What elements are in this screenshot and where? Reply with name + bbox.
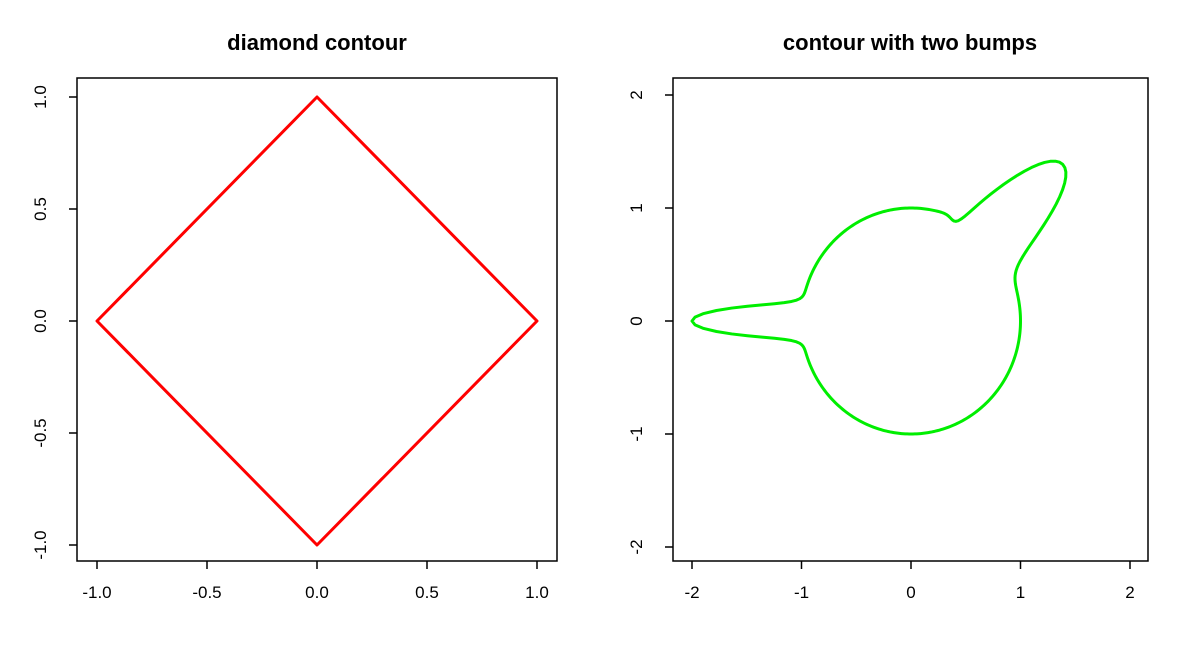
x-tick-label: -0.5	[192, 583, 221, 602]
y-tick-label: -1	[627, 426, 646, 441]
x-tick-label: -2	[684, 583, 699, 602]
x-tick-label: 0.0	[305, 583, 329, 602]
two-bumps-contour-line	[690, 159, 1068, 436]
plot-title: contour with two bumps	[783, 30, 1037, 55]
contour-line	[690, 159, 1068, 436]
x-tick-label: 0.5	[415, 583, 439, 602]
panel-diamond-contour: diamond contour -1.0 -0.5 0.0 0.5 1.0 -1.0 -0.…	[31, 30, 558, 602]
y-tick-label: 0.0	[31, 309, 50, 333]
x-tick-label: 2	[1125, 583, 1134, 602]
x-tick-label: 1.0	[525, 583, 549, 602]
x-tick-label: 1	[1016, 583, 1025, 602]
x-tick-label: -1.0	[82, 583, 111, 602]
y-tick-label: 2	[627, 90, 646, 99]
y-tick-label: -1.0	[31, 530, 50, 559]
y-tick-label: 0	[627, 316, 646, 325]
y-tick-label: 1	[627, 203, 646, 212]
x-tick-label: 0	[906, 583, 915, 602]
contour-line	[95, 95, 539, 547]
y-tick-label: 1.0	[31, 85, 50, 109]
panel-two-bumps: contour with two bumps -2 -1 0 1 2 -2 -1 0 1 2	[627, 30, 1149, 602]
axes: -1.0 -0.5 0.0 0.5 1.0 -1.0 -0.5 0.0 0.5 1.0	[31, 77, 558, 602]
axes: -2 -1 0 1 2 -2 -1 0 1 2	[627, 77, 1149, 602]
plot-box	[672, 77, 1149, 562]
y-tick-label: -0.5	[31, 418, 50, 447]
x-tick-label: -1	[794, 583, 809, 602]
plot-title: diamond contour	[227, 30, 407, 55]
plot-box	[76, 77, 558, 562]
y-tick-label: -2	[627, 539, 646, 554]
y-tick-label: 0.5	[31, 197, 50, 221]
diamond-contour-line	[95, 95, 539, 547]
